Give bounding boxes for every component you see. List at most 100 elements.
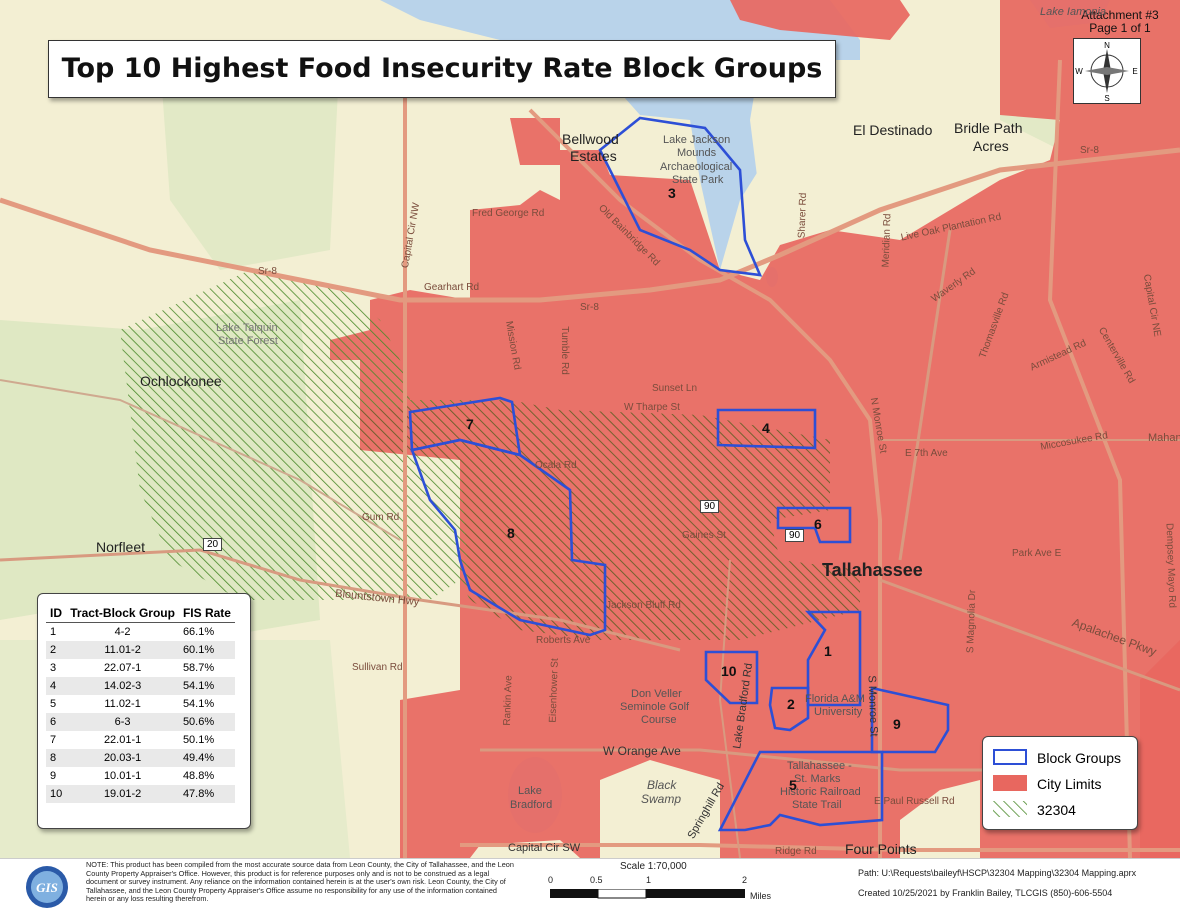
north-arrow: N S E W [1073, 38, 1141, 104]
cell-rate: 49.4% [178, 749, 235, 767]
street-label: Capital Cir SW [508, 842, 581, 854]
city-limits-swatch [993, 775, 1027, 791]
cell-id: 5 [50, 698, 57, 710]
block-group-label[interactable]: 7 [466, 416, 474, 432]
cell-rate: 58.7% [182, 662, 215, 674]
cell-rate: 54.1% [182, 698, 215, 710]
scale-bar [550, 889, 745, 899]
cell-id: 2 [46, 641, 67, 659]
block-group-10 [704, 650, 759, 705]
column-header-tract: Tract-Block Group [66, 604, 179, 623]
street-label: Ridge Rd [775, 846, 817, 857]
street-label: S Monroe St [865, 675, 880, 737]
block-group-label[interactable]: 3 [668, 185, 676, 201]
street-label: Park Ave E [1012, 548, 1062, 559]
forest-area [160, 50, 340, 270]
street-label: Sr-8 [580, 302, 599, 313]
attachment-number: Attachment #3 [1081, 8, 1159, 22]
place-label: Swamp [641, 792, 682, 806]
block-group-label[interactable]: 5 [789, 777, 797, 793]
block-group-label[interactable]: 10 [721, 663, 737, 679]
street-label: E Paul Russell Rd [874, 796, 955, 807]
created-by: Created 10/25/2021 by Franklin Bailey, T… [858, 888, 1113, 898]
street-label: Roberts Ave [536, 635, 591, 646]
block-group-4 [716, 408, 817, 450]
block-group-label[interactable]: 9 [893, 716, 901, 732]
place-label: Course [641, 714, 677, 726]
map-canvas[interactable]: Top 10 Highest Food Insecurity Rate Bloc… [0, 0, 1180, 858]
highway-shield: 20 [203, 538, 223, 551]
block-group-label[interactable]: 1 [824, 643, 832, 659]
east-label: E [1132, 67, 1137, 76]
block-group-label[interactable]: 6 [814, 516, 822, 532]
street-label: Gum Rd [362, 512, 400, 523]
street-label: Gaines St [682, 530, 726, 541]
street-label: Meridian Rd [880, 213, 894, 268]
cell-rate: 48.8% [182, 770, 215, 782]
cell-id: 9 [50, 770, 57, 782]
block-group-label[interactable]: 2 [787, 696, 795, 712]
city-limits [1140, 640, 1180, 858]
cell-rate: 50.6% [178, 713, 235, 731]
roads [0, 40, 1180, 858]
place-label: Norfleet [96, 539, 146, 555]
table-row: 1 4-2 66.1% [46, 623, 235, 642]
place-label: Ochlockonee [140, 373, 222, 389]
place-label: Historic Railroad [780, 786, 861, 798]
cell-tract: 10.01-1 [103, 770, 142, 782]
place-label: Seminole Golf [620, 701, 690, 713]
block-group-label[interactable]: 8 [507, 525, 515, 541]
gis-logo-icon: GIS [26, 866, 68, 908]
scale-unit: Miles [750, 891, 772, 901]
cell-tract: 19.01-2 [66, 785, 179, 803]
logo-text: GIS [36, 880, 58, 895]
cell-rate: 47.8% [178, 785, 235, 803]
street-label: Jackson Bluff Rd [606, 600, 681, 611]
block-group-8 [410, 438, 607, 637]
place-label: Estates [570, 148, 617, 164]
cell-id: 7 [50, 734, 57, 746]
cell-id: 4 [46, 677, 67, 695]
street-label: Tumble Rd [558, 326, 570, 375]
cell-tract: 22.01-1 [103, 734, 142, 746]
map-legend: Block Groups City Limits 32304 [982, 736, 1138, 830]
column-header-id: ID [46, 604, 67, 623]
cell-id: 6 [46, 713, 67, 731]
street-label: Mahan Dr [1148, 432, 1180, 444]
cell-rate: 66.1% [182, 626, 215, 638]
city-label: Tallahassee [822, 560, 923, 580]
cell-id: 3 [50, 662, 57, 674]
place-label: Archaeological [660, 161, 733, 173]
cell-tract: 20.03-1 [66, 749, 179, 767]
file-path: Path: U:\Requests\baileyf\HSCP\32304 Map… [858, 868, 1137, 878]
table-row: 9 10.01-1 48.8% [46, 767, 235, 785]
attachment-label: Attachment #3 Page 1 of 1 [1064, 9, 1176, 35]
map-title-box: Top 10 Highest Food Insecurity Rate Bloc… [48, 40, 836, 98]
place-label: Lake Talquin [216, 322, 278, 334]
block-group-outlines [408, 116, 950, 832]
cell-id: 8 [46, 749, 67, 767]
street-label: Sr-8 [258, 266, 277, 277]
street-label: Rankin Ave [501, 675, 515, 726]
place-label: St. Marks [794, 773, 841, 785]
place-label: Black [647, 778, 677, 792]
place-label: Lake Iamonia [1040, 6, 1107, 18]
disclaimer-note: NOTE: This product has been compiled fro… [86, 860, 514, 903]
table-row: 8 20.03-1 49.4% [46, 749, 235, 767]
block-group-5 [717, 750, 884, 832]
street-label: Sharer Rd [796, 192, 810, 239]
place-label: Bellwood [562, 131, 619, 147]
place-label: Lake [518, 785, 542, 797]
block-group-label[interactable]: 4 [762, 420, 770, 436]
street-label: Sunset Ln [652, 383, 698, 394]
place-label: Mounds [677, 147, 717, 159]
street-label: Ocala Rd [535, 460, 577, 471]
cell-id: 10 [46, 785, 67, 803]
city-limits [730, 0, 910, 40]
street-label: Sullivan Rd [352, 662, 403, 673]
table-row: 6 6-3 50.6% [46, 713, 235, 731]
place-label: Bradford [510, 799, 553, 811]
table-row: 10 19.01-2 47.8% [46, 785, 235, 803]
street-label: W Tharpe St [624, 402, 680, 413]
highway-shield: 90 [785, 529, 805, 542]
